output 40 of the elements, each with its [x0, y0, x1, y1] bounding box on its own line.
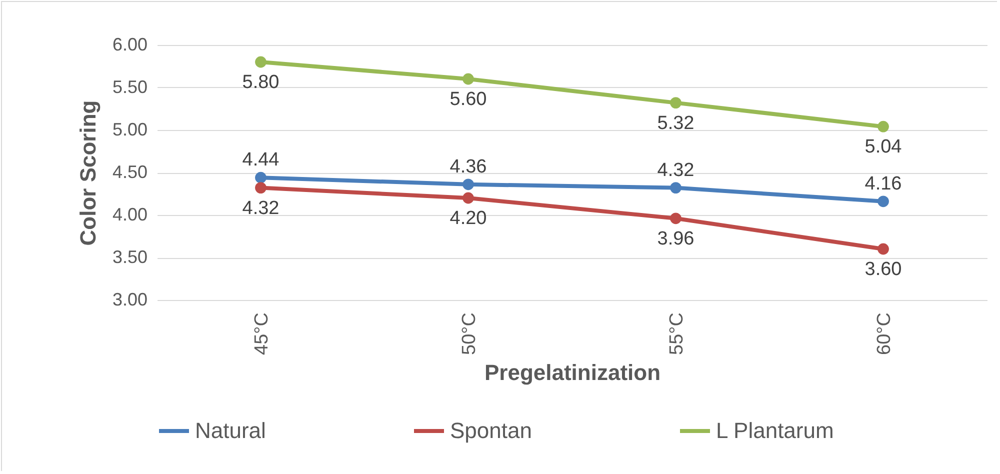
data-label: 4.44: [242, 150, 280, 171]
legend-label: L Plantarum: [716, 418, 834, 443]
data-label: 4.16: [864, 173, 902, 194]
data-label: 5.80: [242, 72, 280, 93]
x-tick-label: 50°C: [458, 312, 480, 355]
x-tick-label: 60°C: [874, 312, 895, 355]
y-tick-label: 4.50: [112, 162, 148, 182]
x-tick-label: 45°C: [251, 312, 272, 355]
point: [878, 196, 889, 208]
data-label: 5.32: [657, 112, 694, 134]
data-label: 4.36: [450, 156, 487, 178]
data-label: 4.20: [450, 208, 487, 229]
y-tick-label: 3.50: [112, 247, 148, 267]
y-axis-title: Color Scoring: [75, 100, 100, 246]
point: [462, 73, 474, 85]
data-label: 3.96: [657, 228, 694, 250]
legend-label: Spontan: [450, 418, 532, 443]
y-tick-label: 5.50: [112, 77, 148, 97]
x-tick-label: 55°C: [666, 312, 688, 355]
point: [670, 212, 682, 224]
point: [462, 178, 474, 190]
point: [255, 56, 266, 68]
y-tick-label: 3.00: [112, 290, 148, 310]
point: [878, 120, 889, 132]
point: [670, 97, 682, 108]
legend-label: Natural: [195, 418, 266, 443]
y-tick-label: 5.00: [112, 120, 148, 140]
y-tick-label: 6.00: [112, 34, 148, 54]
point: [670, 182, 682, 194]
point: [878, 243, 889, 255]
data-label: 5.04: [864, 136, 902, 158]
data-label: 4.32: [657, 160, 694, 181]
point: [255, 172, 266, 184]
x-axis-title: Pregelatinization: [484, 360, 661, 385]
data-label: 5.60: [450, 89, 487, 110]
data-label: 3.60: [864, 259, 902, 280]
point: [255, 182, 266, 194]
point: [462, 192, 474, 204]
data-label: 4.32: [242, 198, 280, 219]
y-tick-label: 4.00: [112, 204, 148, 224]
